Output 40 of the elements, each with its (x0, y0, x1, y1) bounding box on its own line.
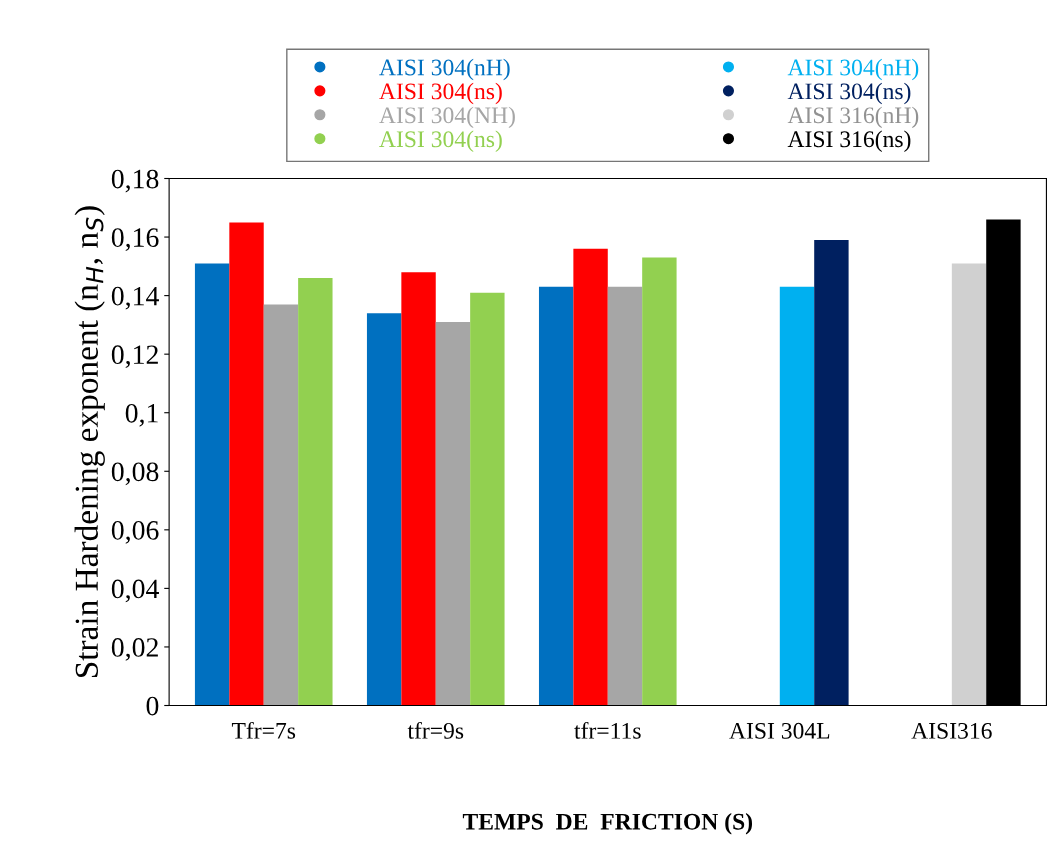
bar (366, 313, 402, 706)
bar (298, 278, 333, 706)
y-tick-label: 0,12 (111, 345, 158, 369)
bar (951, 263, 987, 706)
y-tick-label: 0,02 (111, 638, 158, 661)
legend-label: AISI 316(ns) (787, 130, 911, 152)
legend-label: AISI 304(NH) (379, 106, 515, 129)
legend-label: AISI 304(ns) (787, 82, 911, 105)
y-tick-label: 0,16 (111, 228, 159, 251)
bar (538, 286, 574, 706)
bar (573, 248, 608, 706)
x-tick-label: tfr=9s (407, 721, 464, 739)
bar (642, 257, 677, 706)
y-tick-label: 0,14 (111, 286, 159, 310)
legend-label: AISI 316(nH) (787, 106, 919, 129)
y-tick-label: 0,18 (111, 169, 159, 193)
x-tick-label: AISI 304L (729, 722, 830, 739)
legend-label: AISI 304(nH) (379, 58, 510, 81)
x-tick-label: tfr=11s (574, 721, 641, 739)
x-tick-label: Tfr=7s (231, 721, 296, 739)
y-tick-label: 0 (146, 696, 159, 716)
bar (779, 286, 815, 706)
bar (263, 304, 299, 706)
legend-label: AISI 304(ns) (379, 130, 502, 152)
y-tick-label: 0,04 (111, 579, 159, 603)
y-tick-label: 0,06 (111, 521, 159, 544)
bar (607, 286, 643, 706)
bar (814, 239, 849, 706)
bar (194, 263, 230, 706)
legend-label: AISI 304(nH) (787, 58, 919, 81)
bar (401, 272, 436, 706)
y-tick-label: 0,1 (125, 403, 158, 427)
bar (229, 222, 264, 706)
x-axis-title: TEMPS DE FRICTION (S) (462, 813, 753, 835)
x-tick-label: AISI316 (911, 722, 992, 739)
legend-label: AISI 304(ns) (379, 82, 502, 105)
y-tick-label: 0,08 (111, 462, 159, 486)
y-axis-title: Strain Hardening exponent (n$_{H}$, n$_{S}$) (74, 206, 105, 678)
bar (435, 321, 471, 706)
bar (470, 292, 505, 706)
